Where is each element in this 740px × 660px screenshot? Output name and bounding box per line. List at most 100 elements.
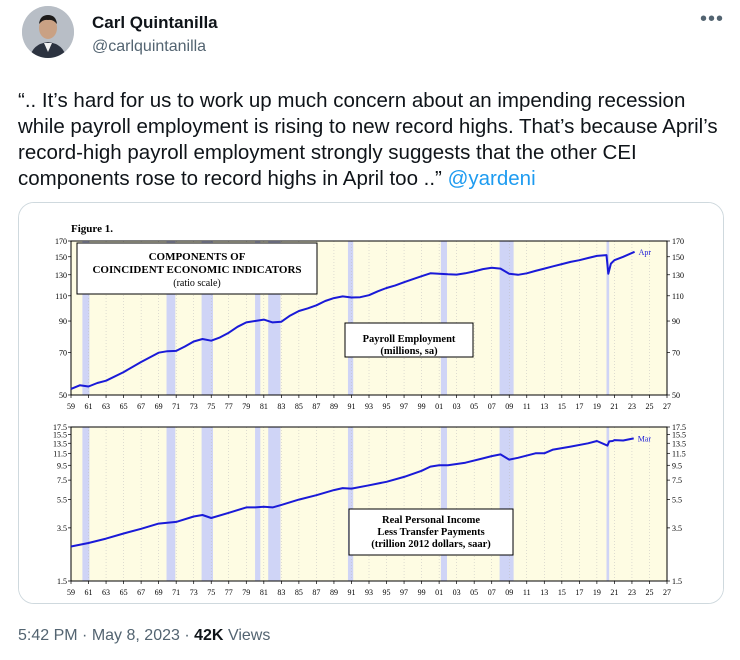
x-tick-label: 21	[610, 402, 618, 411]
x-tick-label: 59	[67, 402, 75, 411]
tweet-image[interactable]: Figure 1. 170 170 150 150 130 130 110 110 90 90 70…	[18, 202, 724, 604]
x-tick-label: 75	[207, 402, 215, 411]
x-tick-label: 21	[610, 588, 618, 597]
y-tick-label-right: 11.5	[672, 449, 686, 458]
y-tick-label-right: 5.5	[672, 496, 682, 505]
x-tick-label: 95	[383, 588, 391, 597]
recession-band	[347, 427, 354, 581]
x-tick-label: 87	[312, 588, 320, 597]
views-count: 42K	[194, 627, 224, 644]
author-name[interactable]: Carl Quintanilla	[92, 13, 218, 32]
income-panel: 17.5 17.515.5 15.513.5 13.511.5 11.59.5 9.57.…	[53, 423, 686, 597]
y-tick-label-right: 110	[672, 292, 684, 301]
series-title: Payroll Employment	[363, 334, 456, 345]
y-tick-label-left: 170	[55, 237, 67, 246]
figure-label: Figure 1.	[71, 223, 113, 235]
x-tick-label: 07	[488, 402, 496, 411]
y-tick-label-right: 150	[672, 253, 684, 262]
y-tick-label-right: 3.5	[672, 524, 682, 533]
x-tick-label: 97	[400, 402, 408, 411]
x-tick-label: 73	[190, 402, 198, 411]
x-tick-label: 69	[155, 402, 163, 411]
y-tick-label-left: 50	[59, 391, 67, 400]
recession-band	[201, 241, 213, 395]
recession-band	[255, 241, 261, 395]
y-tick-label-right: 15.5	[672, 431, 686, 440]
y-tick-label-left: 7.5	[57, 476, 67, 485]
recession-band	[201, 427, 213, 581]
x-tick-label: 87	[312, 402, 320, 411]
x-tick-label: 61	[85, 402, 93, 411]
views-label: Views	[227, 627, 271, 644]
recession-band	[347, 241, 354, 395]
x-tick-label: 71	[172, 588, 180, 597]
x-tick-label: 71	[172, 402, 180, 411]
x-tick-label: 81	[260, 588, 268, 597]
y-tick-label-right: 9.5	[672, 461, 682, 470]
x-tick-label: 11	[523, 588, 531, 597]
x-tick-label: 65	[120, 402, 128, 411]
x-tick-label: 69	[155, 588, 163, 597]
recession-band	[499, 241, 514, 395]
x-tick-label: 03	[453, 402, 461, 411]
series-label-box	[348, 508, 514, 556]
x-tick-label: 89	[330, 402, 338, 411]
series-title: Real Personal Income Less Transfer Paymen…	[377, 515, 484, 538]
y-tick-label-right: 70	[672, 349, 680, 358]
x-tick-label: 59	[67, 588, 75, 597]
x-tick-label: 17	[575, 588, 583, 597]
meta-separator: ·	[82, 627, 88, 644]
series-line	[70, 250, 636, 390]
x-tick-label: 75	[207, 588, 215, 597]
y-tick-label-right: 170	[672, 237, 684, 246]
series-title-line: Less Transfer Payments	[377, 527, 484, 538]
x-tick-label: 85	[295, 402, 303, 411]
y-tick-label-left: 9.5	[57, 461, 67, 470]
mention-link[interactable]: @yardeni	[447, 167, 536, 190]
x-tick-label: 73	[190, 588, 198, 597]
y-tick-label-left: 15.5	[53, 431, 67, 440]
author-handle[interactable]: @carlquintanilla	[92, 38, 207, 55]
recession-band	[255, 427, 261, 581]
y-tick-label-left: 17.5	[53, 423, 67, 432]
headline-box	[76, 242, 318, 295]
x-tick-label: 77	[225, 588, 233, 597]
recession-band	[499, 427, 514, 581]
tweet-text: “.. It’s hard for us to work up much con…	[18, 88, 728, 192]
recession-band	[440, 241, 448, 395]
tweet-time[interactable]: 5:42 PM	[18, 627, 78, 644]
x-tick-label: 25	[645, 588, 653, 597]
x-tick-label: 83	[277, 402, 285, 411]
x-tick-label: 27	[663, 588, 671, 597]
x-tick-label: 09	[505, 402, 513, 411]
more-options-icon[interactable]: •••	[700, 8, 725, 30]
y-tick-label-left: 70	[59, 349, 67, 358]
x-tick-label: 25	[645, 402, 653, 411]
avatar[interactable]	[22, 6, 74, 58]
x-tick-label: 63	[102, 588, 110, 597]
headline-line2: COINCIDENT ECONOMIC INDICATORS	[92, 264, 301, 276]
x-tick-label: 23	[628, 588, 636, 597]
x-tick-label: 13	[540, 588, 548, 597]
recession-band	[268, 427, 281, 581]
y-tick-label-right: 90	[672, 317, 680, 326]
x-tick-label: 17	[575, 402, 583, 411]
y-tick-label-right: 50	[672, 391, 680, 400]
recession-band	[440, 427, 448, 581]
x-tick-label: 07	[488, 588, 496, 597]
series-line	[70, 437, 634, 548]
x-tick-label: 77	[225, 402, 233, 411]
x-tick-label: 63	[102, 402, 110, 411]
x-tick-label: 67	[137, 402, 145, 411]
x-tick-label: 05	[470, 402, 478, 411]
x-tick-label: 09	[505, 588, 513, 597]
x-tick-label: 85	[295, 588, 303, 597]
tweet-date[interactable]: May 8, 2023	[91, 627, 180, 644]
recession-band	[82, 241, 90, 395]
y-tick-label-right: 13.5	[672, 439, 686, 448]
tweet-body: “.. It’s hard for us to work up much con…	[18, 89, 718, 190]
recession-band	[82, 427, 90, 581]
recession-band	[606, 427, 610, 581]
x-tick-label: 93	[365, 588, 373, 597]
